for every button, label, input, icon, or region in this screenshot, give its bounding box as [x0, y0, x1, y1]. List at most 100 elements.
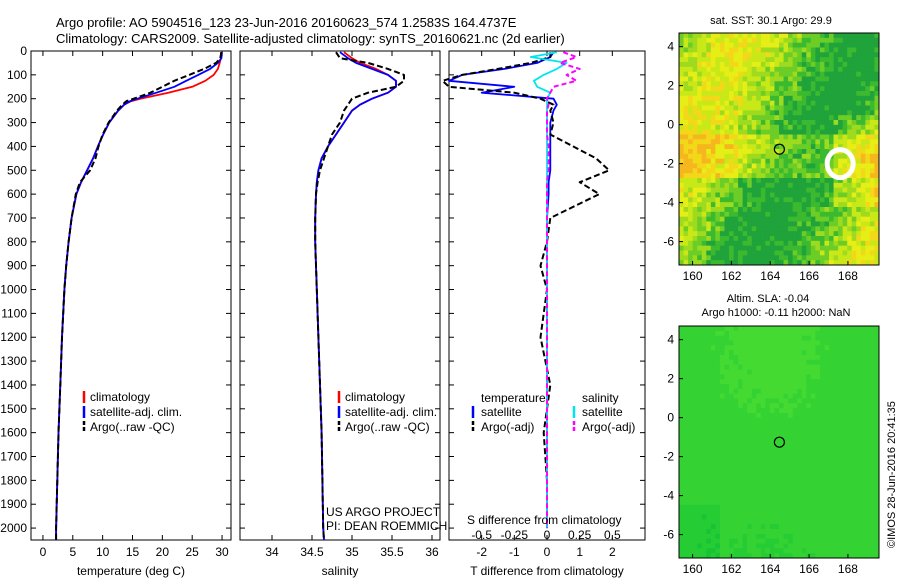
map-cell	[724, 207, 730, 213]
y-tick-label: 1800	[0, 473, 27, 487]
map-cell	[842, 192, 848, 198]
map-cell	[715, 33, 721, 39]
map-cell	[865, 86, 871, 92]
map-cell	[779, 538, 784, 544]
map-cell	[842, 95, 848, 102]
map-cell	[833, 524, 839, 530]
map-cell	[733, 543, 739, 549]
map-cell	[829, 37, 834, 44]
map-cell	[774, 37, 780, 44]
temperature-legend: climatology satellite-adj. clim. Argo(..…	[82, 390, 182, 434]
map-cell	[842, 110, 848, 116]
map-cell	[847, 76, 853, 82]
map-cell	[797, 471, 803, 477]
map-cell	[706, 57, 712, 63]
map-cell	[833, 437, 839, 443]
map-cell	[692, 495, 698, 501]
map-cell	[851, 91, 857, 97]
map-cell	[856, 466, 862, 472]
map-cell	[724, 345, 730, 351]
map-cell	[765, 480, 771, 486]
map-cell	[738, 403, 744, 409]
map-cell	[738, 47, 744, 53]
map-cell	[783, 369, 789, 375]
map-cell	[874, 226, 880, 232]
map-cell	[715, 120, 721, 126]
map-cell	[774, 413, 780, 419]
map-cell	[683, 149, 689, 155]
map-cell	[751, 475, 757, 482]
map-cell	[788, 340, 794, 346]
map-cell	[810, 408, 816, 414]
y-tick-label: 1500	[0, 402, 27, 416]
map-cell	[815, 187, 821, 193]
map-cell	[769, 384, 775, 390]
map-cell	[788, 543, 794, 549]
map-cell	[715, 374, 721, 380]
map-cell	[801, 202, 807, 208]
map-cell	[819, 548, 825, 554]
map-cell	[806, 168, 812, 174]
map-cell	[719, 182, 725, 189]
map-cell	[783, 456, 789, 462]
map-cell	[747, 509, 753, 515]
map-cell	[756, 124, 762, 131]
map-cell	[874, 480, 880, 486]
map-cell	[738, 340, 744, 346]
map-cell	[683, 207, 689, 213]
map-cell	[851, 393, 857, 399]
map-cell	[874, 519, 880, 525]
map-cell	[742, 110, 748, 116]
map-cell	[769, 364, 775, 370]
map-cell	[769, 490, 775, 496]
map-x-tick-label: 160	[683, 562, 703, 576]
map-cell	[829, 446, 834, 453]
map-cell	[838, 187, 844, 193]
map-cell	[847, 163, 853, 169]
map-cell	[792, 100, 798, 106]
map-cell	[765, 226, 771, 232]
map-cell	[806, 120, 812, 126]
map-cell	[710, 509, 716, 515]
map-cell	[769, 260, 775, 266]
map-cell	[747, 495, 753, 501]
map-cell	[842, 355, 848, 361]
map-cell	[856, 538, 862, 544]
map-cell	[856, 398, 862, 404]
map-cell	[806, 437, 812, 443]
map-cell	[738, 57, 744, 63]
map-cell	[797, 422, 803, 428]
map-cell	[851, 192, 857, 198]
map-cell	[792, 500, 798, 506]
map-cell	[769, 475, 775, 482]
map-cell	[710, 326, 716, 332]
map-cell	[769, 427, 775, 433]
map-cell	[819, 42, 825, 48]
map-cell	[692, 456, 698, 462]
map-cell	[742, 33, 748, 39]
map-cell	[733, 221, 739, 227]
map-cell	[833, 255, 839, 261]
map-cell	[829, 427, 834, 433]
map-cell	[679, 403, 684, 409]
map-cell	[788, 187, 794, 193]
map-cell	[819, 192, 825, 198]
map-cell	[751, 524, 757, 530]
map-cell	[865, 197, 871, 203]
map-cell	[810, 33, 816, 39]
map-cell	[683, 529, 689, 535]
map-cell	[742, 379, 748, 385]
map-cell	[833, 533, 839, 540]
map-cell	[697, 524, 703, 530]
map-cell	[779, 393, 784, 399]
map-cell	[738, 364, 744, 370]
map-cell	[788, 490, 794, 496]
map-cell	[747, 182, 753, 189]
map-cell	[833, 100, 839, 106]
map-cell	[838, 42, 844, 48]
map-cell	[833, 538, 839, 544]
map-cell	[819, 207, 825, 213]
map-cell	[724, 369, 730, 375]
map-cell	[710, 260, 716, 266]
map-cell	[819, 115, 825, 121]
